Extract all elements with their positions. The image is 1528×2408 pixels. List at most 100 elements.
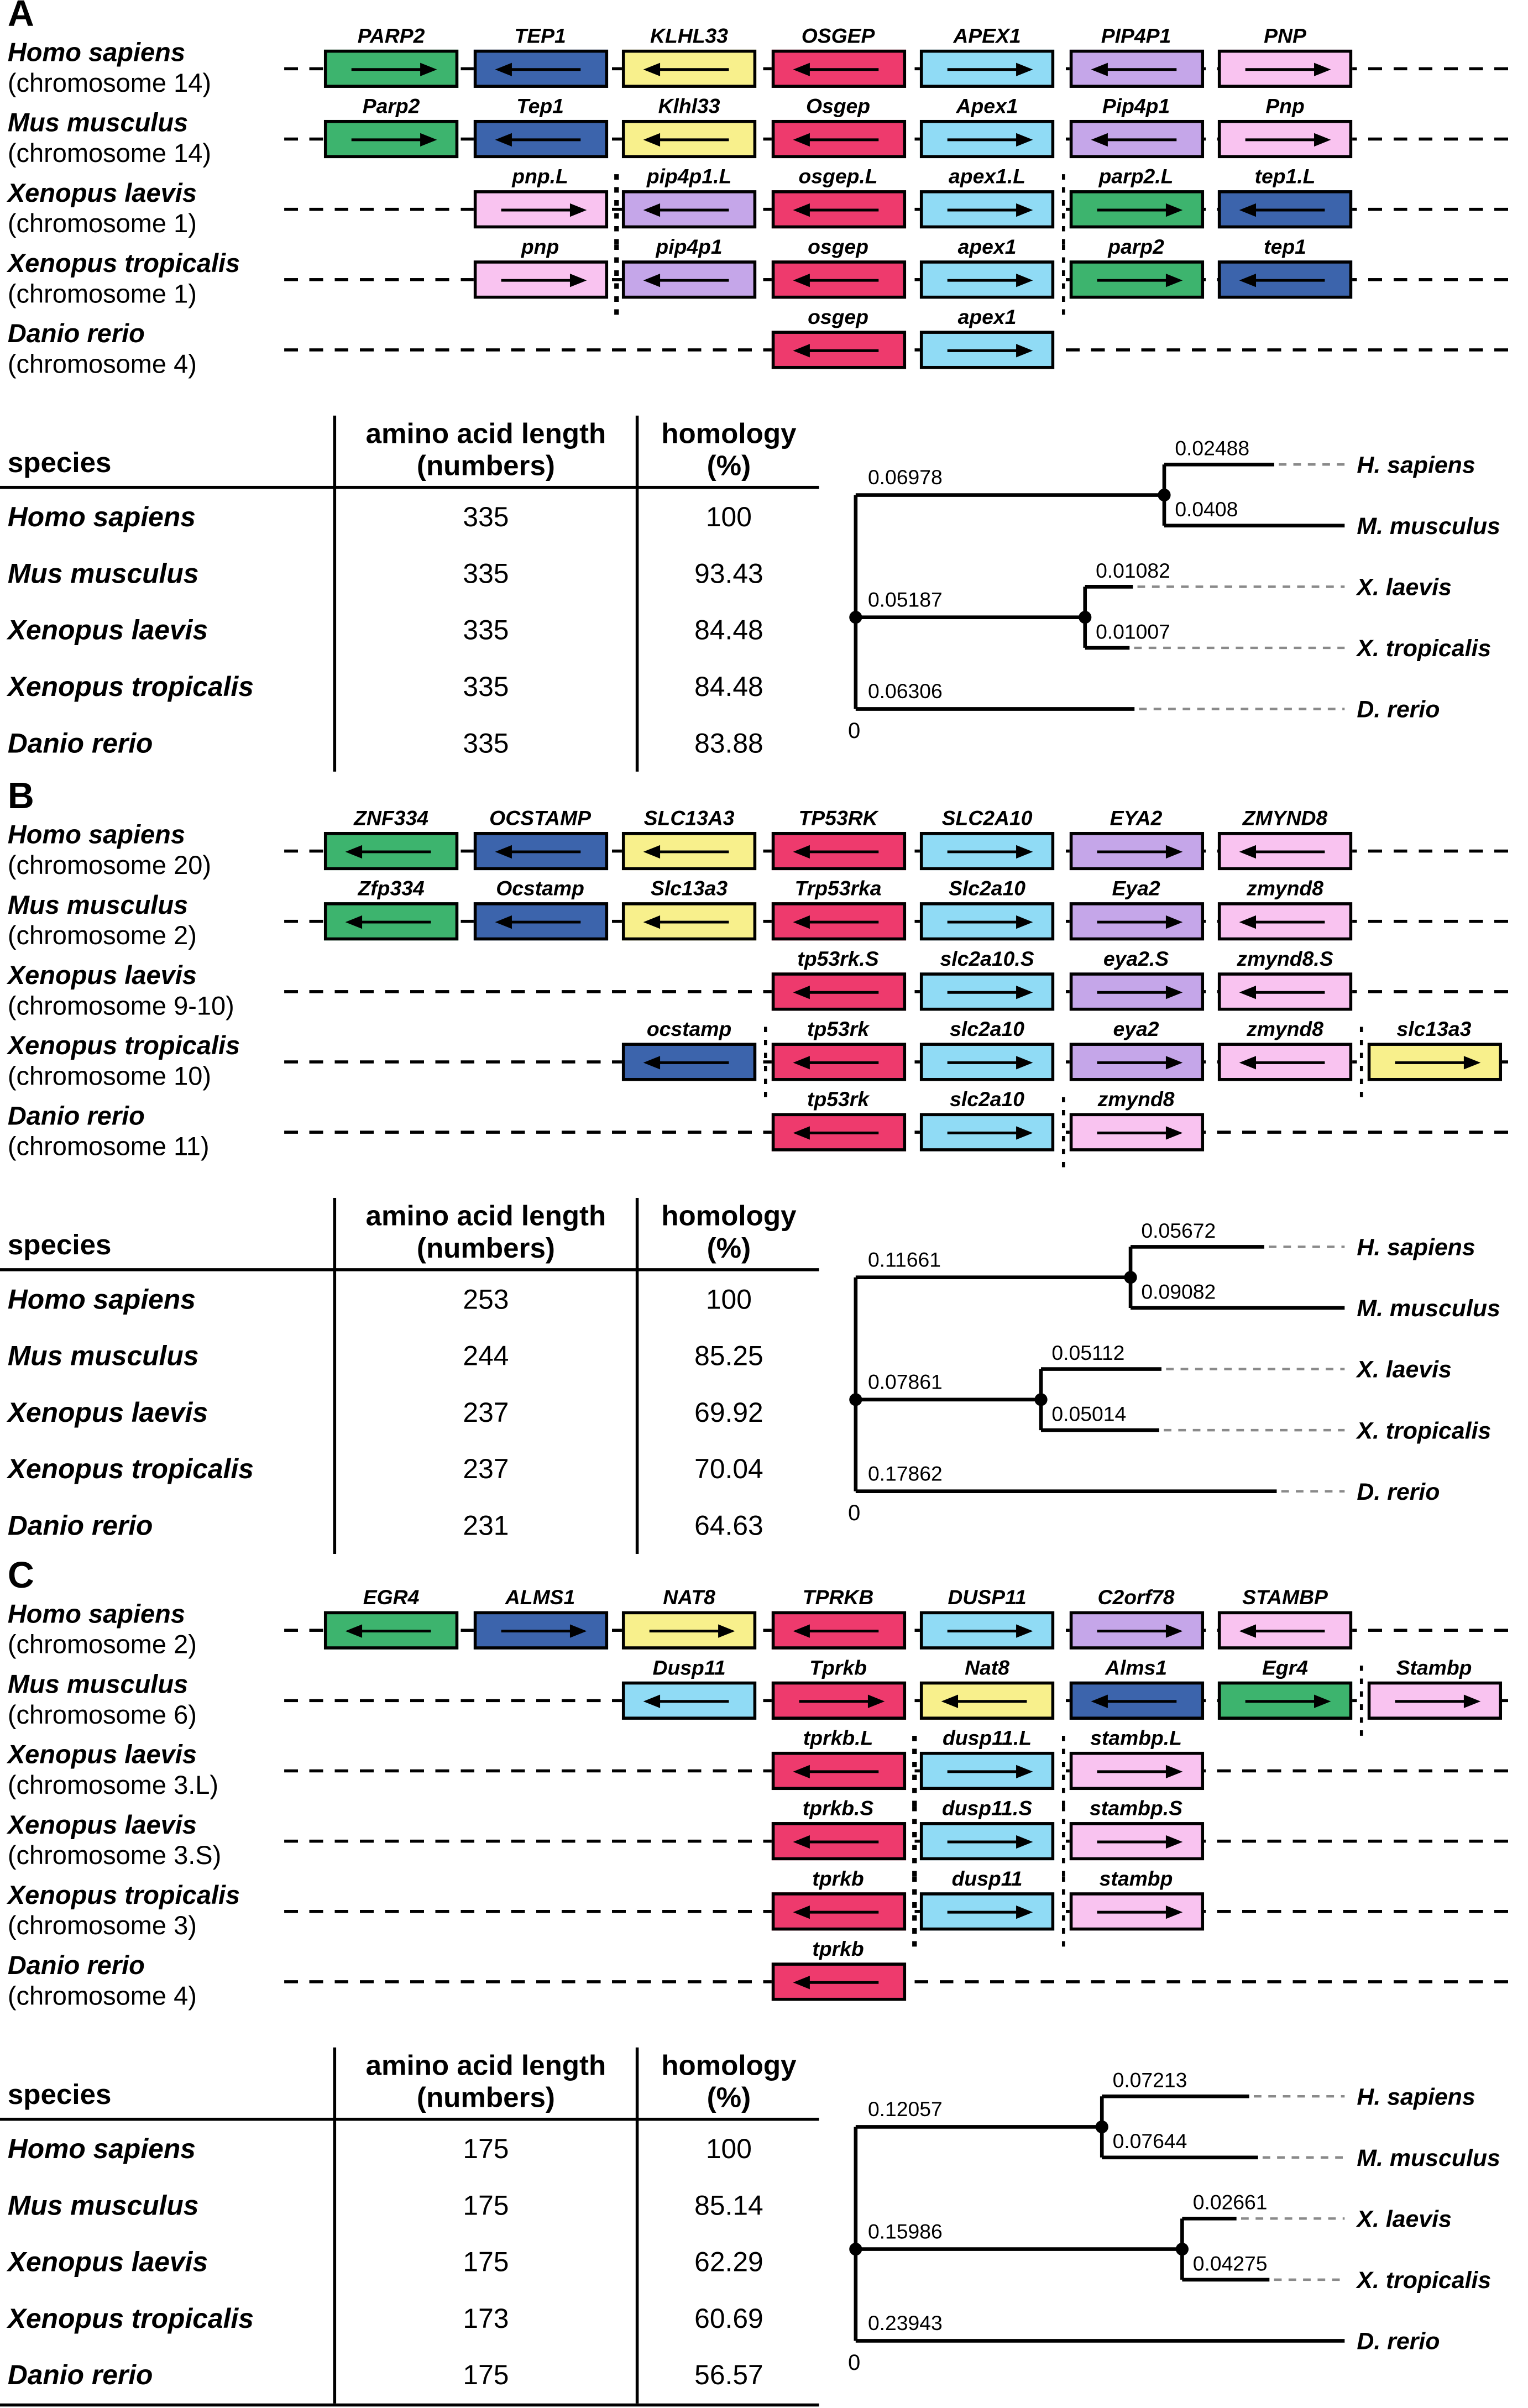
chromosome-label: (chromosome 11) (7, 1132, 210, 1161)
gene-box (1069, 1892, 1203, 1931)
cell-species: Homo sapiens (7, 501, 196, 532)
gene-name: Slc13a3 (651, 877, 728, 900)
gene-arrow-left-icon (494, 62, 580, 76)
gene-arrow-left-icon (643, 273, 729, 286)
gene-box (1069, 1822, 1203, 1861)
gene-box (919, 1681, 1055, 1720)
table-row: Xenopus tropicalis 335 84.48 (0, 658, 819, 715)
gene-name: dusp11.S (941, 1797, 1033, 1820)
cell-homology: 100 (705, 2133, 752, 2164)
gene-name: OCSTAMP (489, 807, 591, 830)
gene-arrow-left-icon (643, 1694, 729, 1708)
gene-arrow-right-icon (947, 202, 1033, 216)
synteny-break-line (1061, 174, 1065, 245)
header-line: amino acid length (365, 2049, 606, 2081)
gene-name: eya2.S (1103, 947, 1169, 971)
gene-box (919, 331, 1055, 369)
gene-box (919, 1751, 1055, 1791)
gene-box (771, 119, 906, 159)
gene-box (473, 260, 608, 299)
synteny-diagram: Homo sapiens (chromosome 14) PARP2 TEP1 KLHL… (0, 24, 1528, 385)
gene-name: osgep (808, 235, 869, 259)
gene-arrow-right-icon (947, 1834, 1033, 1848)
gene-arrow-right-icon (947, 1904, 1033, 1918)
cell-homology: 56.57 (694, 2359, 763, 2390)
synteny-row: Xenopus tropicalis (chromosome 10) ocstamp… (0, 1018, 1528, 1097)
gene-arrow-left-icon (1239, 844, 1325, 858)
gene-name: ZMYND8 (1242, 807, 1328, 830)
col-header-homology: homology (%) (639, 418, 819, 481)
scale-origin-label: 0 (848, 1501, 860, 1525)
species-label: Xenopus laevis (chromosome 3.S) (8, 1810, 283, 1872)
branch-length-label: 0.17862 (868, 1462, 943, 1485)
panel-b: B Homo sapiens (chromosome 20) ZNF334 OCSTA… (0, 776, 1528, 1562)
gene-arrow-right-icon (947, 914, 1033, 928)
gene-name: Parp2 (362, 95, 420, 118)
synteny-break-line (1061, 1806, 1065, 1877)
gene-arrow-left-icon (494, 914, 580, 928)
gene-arrow-left-icon (345, 1624, 431, 1637)
gene-box (1069, 972, 1203, 1011)
gene-name: Ocstamp (496, 877, 584, 900)
gene-name: slc2a10 (950, 1017, 1025, 1041)
gene-name: pip4p1 (656, 235, 723, 259)
gene-name: Apex1 (956, 95, 1018, 118)
gene-name: DUSP11 (948, 1586, 1027, 1609)
table-row: Homo sapiens 335 100 (0, 489, 819, 545)
gene-box (473, 831, 608, 871)
gene-name: PNP (1264, 24, 1306, 48)
synteny-break-line (614, 244, 619, 315)
gene-arrow-right-icon (500, 202, 586, 216)
cell-homology: 93.43 (694, 557, 763, 589)
phylogenetic-tree-panel: 0.06978 0.02488 0.0408 0.05187 0.01082 0.0100… (838, 422, 1522, 750)
header-line: (numbers) (416, 448, 555, 481)
gene-box (919, 1043, 1055, 1081)
cell-homology: 84.48 (694, 671, 763, 702)
gene-name: SLC13A3 (643, 807, 735, 830)
synteny-row: Xenopus tropicalis (chromosome 1) pnp pip4p… (0, 235, 1528, 315)
gene-name: Eya2 (1112, 877, 1160, 900)
chromosome-label: (chromosome 3) (7, 1911, 197, 1941)
gene-name: EGR4 (363, 1586, 420, 1609)
cell-amino-acid-length: 335 (463, 557, 509, 589)
gene-box (1217, 190, 1353, 229)
gene-arrow-left-icon (643, 1055, 729, 1069)
species-label: Mus musculus (chromosome 14) (8, 108, 283, 170)
synteny-row: Danio rerio (chromosome 11) tp53rk slc2a10 z… (0, 1088, 1528, 1168)
table-header: species amino acid length (numbers) homolog… (0, 416, 819, 489)
gene-name: pnp.L (512, 165, 568, 188)
cell-homology: 62.29 (694, 2246, 763, 2277)
header-line: homology (661, 417, 797, 449)
cell-amino-acid-length: 237 (463, 1396, 509, 1427)
gene-box (621, 1043, 757, 1081)
gene-box (323, 831, 459, 871)
col-header-amino-acid-length: amino acid length (numbers) (336, 2050, 636, 2113)
col-header-amino-acid-length: amino acid length (numbers) (336, 418, 636, 481)
taxon-label: M. musculus (1357, 513, 1500, 540)
branch-length-label: 0.05014 (1051, 1402, 1126, 1426)
gene-box (919, 1822, 1055, 1861)
gene-arrow-left-icon (1090, 1694, 1176, 1708)
species-name: Danio rerio (7, 1101, 145, 1131)
header-line: (%) (707, 2080, 751, 2113)
gene-arrow-left-icon (1239, 273, 1325, 286)
table-row: Xenopus tropicalis 237 70.04 (0, 1441, 819, 1497)
cell-species: Mus musculus (7, 2189, 199, 2221)
gene-arrow-right-icon (947, 985, 1033, 998)
gene-arrow-left-icon (792, 1764, 878, 1778)
cell-homology: 100 (705, 501, 752, 532)
gene-name: STAMBP (1242, 1586, 1328, 1609)
table-row: Danio rerio 231 64.63 (0, 1498, 819, 1554)
branch-length-label: 0.09082 (1141, 1280, 1216, 1303)
header-line: (%) (707, 448, 751, 481)
gene-box (1217, 260, 1353, 299)
header-line: homology (661, 2049, 797, 2081)
cell-homology: 70.04 (694, 1453, 763, 1484)
chromosome-label: (chromosome 9-10) (7, 991, 234, 1021)
gene-box (621, 260, 757, 299)
species-label: Danio rerio (chromosome 11) (8, 1102, 283, 1163)
gene-arrow-right-icon (1245, 132, 1331, 146)
gene-name: TPRKB (802, 1586, 874, 1609)
tree-nodes (849, 488, 1171, 624)
gene-name: Slc2a10 (949, 877, 1026, 900)
